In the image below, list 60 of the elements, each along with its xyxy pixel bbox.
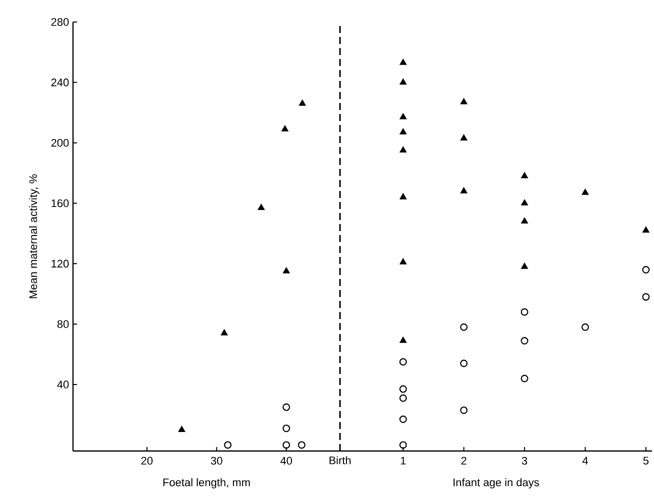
x-tick-label: 30: [210, 456, 222, 465]
point: [460, 187, 468, 194]
point: [299, 100, 306, 106]
point: [400, 128, 406, 134]
y-tick-label: 200: [51, 138, 69, 147]
point: [460, 323, 468, 331]
x-tick-label: 40: [280, 456, 292, 465]
y-tick-label: 280: [51, 18, 69, 26]
point: [582, 188, 589, 195]
point: [460, 406, 468, 414]
y-axis-title: Mean maternal activity, %: [29, 174, 40, 298]
point: [224, 441, 232, 449]
x-tick-label: 5: [643, 456, 649, 465]
x-tick-label: 1: [400, 456, 406, 464]
point: [282, 424, 290, 432]
y-tick-label: 120: [52, 260, 69, 268]
point: [283, 267, 290, 274]
x-tick-label: 4: [582, 456, 588, 464]
point: [400, 59, 406, 65]
point: [399, 441, 407, 449]
point: [282, 125, 288, 132]
point: [400, 146, 406, 153]
point: [298, 441, 306, 449]
point: [399, 416, 407, 424]
point: [520, 308, 528, 316]
point: [282, 403, 290, 411]
point: [521, 200, 528, 206]
point: [399, 385, 407, 393]
point: [642, 266, 650, 274]
point: [220, 329, 228, 336]
point: [520, 374, 528, 382]
y-tick-label: 160: [52, 199, 69, 208]
ref-line-label: Birth: [330, 456, 351, 464]
x-tick-label: 3: [522, 456, 528, 465]
point: [521, 218, 528, 224]
point: [460, 134, 468, 140]
y-tick-label: 80: [57, 320, 69, 328]
y-tick-label: 40: [57, 380, 69, 388]
point: [400, 258, 406, 264]
point: [581, 323, 589, 331]
point: [400, 78, 406, 85]
point: [400, 113, 406, 120]
point: [258, 204, 265, 210]
point: [399, 394, 407, 402]
point: [460, 360, 468, 368]
x-axis-title: Foetal length, mm: [163, 478, 250, 488]
point: [400, 336, 406, 343]
point: [178, 426, 186, 432]
x-tick-label: 20: [141, 456, 153, 465]
x-tick-label: 2: [461, 456, 466, 465]
y-tick-label: 240: [51, 78, 69, 86]
point: [520, 336, 528, 344]
point: [399, 358, 407, 366]
point: [521, 262, 528, 269]
point: [282, 441, 290, 449]
point: [642, 293, 650, 301]
point: [400, 193, 406, 200]
point: [460, 98, 468, 104]
point: [521, 172, 528, 178]
x-axis-title: Infant age in days: [454, 478, 539, 488]
